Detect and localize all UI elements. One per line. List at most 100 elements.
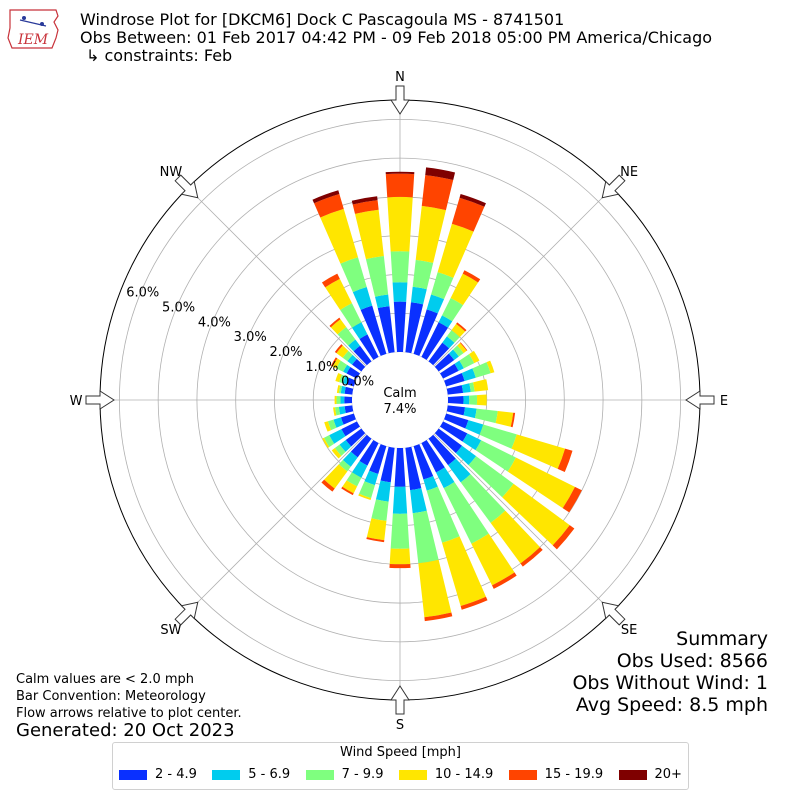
bar-segment (342, 480, 358, 494)
bar-segment (344, 396, 353, 404)
bar-segment (352, 287, 373, 310)
bar-segment (507, 457, 575, 509)
calm-note: Calm values are < 2.0 mph (16, 672, 195, 687)
bar-segment (336, 385, 341, 394)
bar-segment (389, 563, 411, 569)
bar-segment (324, 435, 335, 447)
bar-segment (392, 282, 408, 302)
bar-segment (347, 354, 357, 365)
iem-logo: IEM (7, 9, 59, 49)
legend-label: 5 - 6.9 (248, 767, 291, 782)
radial-tick-label: 6.0% (126, 286, 159, 301)
direction-label: W (70, 394, 83, 409)
bar-segment (369, 443, 387, 474)
direction-label: NE (620, 165, 638, 180)
direction-label: S (396, 718, 404, 733)
bar-segment (325, 278, 352, 310)
bar-segment (405, 302, 424, 354)
bar-segment (490, 510, 541, 564)
bar-segment (320, 208, 358, 264)
bar-segment (342, 376, 349, 385)
bar-segment (426, 486, 460, 543)
bar-segment (476, 394, 487, 406)
bar-segment (335, 373, 342, 383)
bar-segment (426, 294, 445, 314)
bar-segment (366, 518, 387, 541)
bar-segment (469, 350, 480, 364)
bar-segment (473, 379, 489, 392)
flow-note: Flow arrows relative to plot center. (16, 706, 242, 721)
bar-segment (392, 486, 408, 514)
bar-segment (457, 342, 467, 354)
legend-swatch (305, 769, 334, 780)
bar-segment (460, 342, 468, 351)
bar-segment (353, 345, 372, 366)
bar-segment (431, 272, 454, 300)
bar-segment (461, 383, 471, 393)
bar-segment (460, 596, 488, 610)
bar-segment (375, 294, 390, 309)
legend-label: 7 - 9.9 (341, 767, 384, 782)
bar-segment (343, 364, 351, 374)
bar-segment (340, 413, 357, 425)
bar-segment (385, 173, 415, 198)
calm-value: 7.4% (383, 402, 416, 417)
bar-segment (346, 472, 362, 487)
bar-segment (334, 344, 343, 354)
bar-segment (334, 395, 337, 405)
bar-segment (434, 428, 463, 454)
bar-segment (375, 480, 391, 502)
bar-segment (377, 306, 395, 354)
bar-segment (437, 223, 474, 278)
bar-segment (394, 447, 406, 487)
flow-arrow-icon (685, 390, 715, 410)
bar-segment (468, 456, 514, 498)
bar-segment (442, 536, 486, 606)
bar-segment (421, 322, 449, 361)
bar-segment (463, 395, 470, 405)
direction-label: N (395, 70, 405, 85)
calm-circle (352, 352, 448, 448)
bar-segment (345, 428, 366, 447)
legend-swatch (398, 769, 427, 780)
bar-convention-note: Bar Convention: Meteorology (16, 689, 206, 704)
bar-segment (321, 479, 335, 492)
bar-segment (443, 373, 465, 387)
bar-segment (442, 336, 455, 349)
radial-tick-label: 4.0% (198, 315, 231, 330)
bar-segment (435, 467, 455, 489)
bar-segment (324, 421, 332, 432)
bar-segment (425, 167, 456, 181)
spoke-gridline (187, 399, 401, 613)
bar-segment (337, 327, 356, 346)
bar-segment (351, 322, 368, 340)
flow-arrow-icon (174, 174, 199, 199)
bar-segment (412, 510, 439, 564)
legend-swatch (119, 769, 147, 780)
bar-segment (450, 273, 479, 306)
bar-segment (442, 297, 464, 322)
bar-segment (472, 362, 491, 378)
bar-segment (393, 301, 407, 353)
bar-segment (552, 525, 575, 550)
direction-label: SE (621, 623, 637, 638)
bar-segment (459, 354, 475, 369)
bar-segment (469, 395, 478, 405)
bar-segment (443, 481, 489, 544)
bar-segment (341, 421, 361, 437)
legend-item: 10 - 14.9 (398, 767, 493, 782)
summary-title: Summary (676, 628, 768, 650)
bar-segment (424, 612, 453, 622)
bar-segment (329, 429, 346, 444)
bar-segment (495, 410, 514, 427)
bar-segment (354, 209, 384, 260)
generated-date: Generated: 20 Oct 2023 (16, 720, 235, 741)
bar-segment (340, 303, 362, 328)
bar-segment (329, 317, 341, 328)
bar-segment (331, 448, 342, 459)
bar-segment (339, 374, 346, 384)
bar-segment (333, 417, 344, 428)
bar-segment (463, 407, 477, 419)
flow-arrow-icon (85, 390, 115, 410)
bar-segment (460, 474, 506, 523)
